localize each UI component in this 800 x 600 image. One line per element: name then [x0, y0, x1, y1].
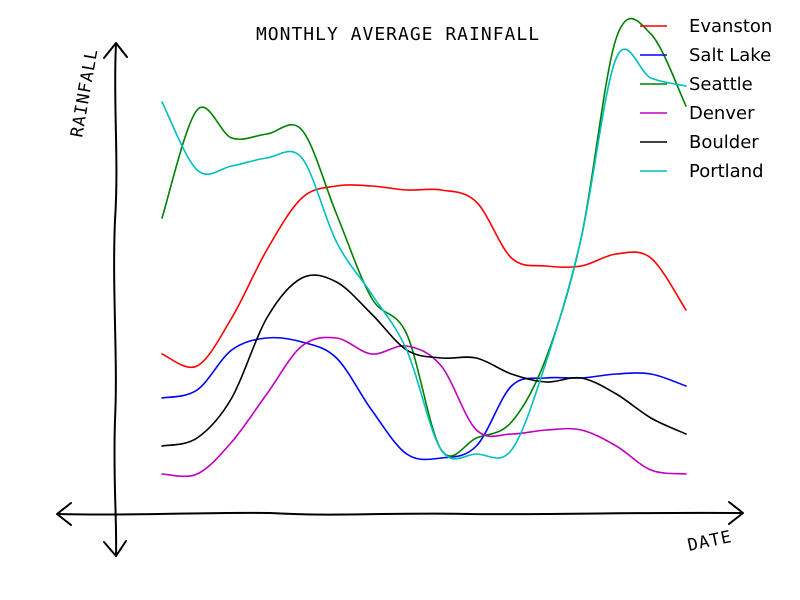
series-line-boulder — [161, 274, 687, 447]
legend: Evanston Salt Lake Seattle Denver Boulder Por… — [640, 16, 772, 182]
legend-label-portland: Portland — [689, 161, 764, 182]
axes — [56, 42, 744, 557]
legend-label-evanston: Evanston — [689, 16, 772, 37]
legend-label-denver: Denver — [689, 103, 755, 124]
series-group — [161, 17, 687, 478]
legend-label-boulder: Boulder — [689, 132, 759, 153]
x-axis-line — [57, 511, 743, 516]
legend-label-salt-lake: Salt Lake — [689, 45, 771, 66]
series-line-denver — [161, 336, 687, 478]
x-axis-label: DATE — [686, 527, 734, 556]
x-axis-arrow-left — [56, 502, 72, 526]
legend-label-seattle: Seattle — [689, 74, 753, 95]
y-axis-label: RAINFALL — [67, 47, 102, 139]
y-axis-line — [113, 43, 118, 557]
series-line-portland — [161, 48, 687, 460]
series-line-seattle — [161, 17, 687, 457]
series-line-evanston — [161, 184, 687, 369]
y-axis-arrow-top — [103, 42, 128, 59]
chart-title: MONTHLY AVERAGE RAINFALL — [256, 24, 540, 45]
x-axis-arrow-right — [728, 501, 744, 525]
series-line-salt-lake — [161, 336, 687, 461]
y-axis-arrow-bottom — [103, 540, 127, 557]
